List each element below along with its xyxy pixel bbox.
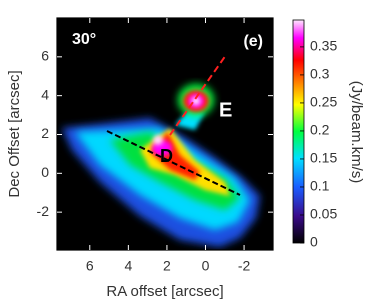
panel-label: (e) (243, 33, 263, 50)
x-tick-label: 0 (202, 258, 210, 274)
emission-map (62, 54, 260, 247)
x-tick-label: 2 (163, 258, 171, 274)
colorbar-tick-label: 0.15 (310, 150, 337, 166)
colorbar-tick-label: 0.2 (310, 122, 330, 138)
colorbar-tick-label: 0.35 (310, 38, 337, 54)
colorbar-label: (Jy/beam.km/s) (348, 81, 365, 184)
annotation: D (160, 146, 173, 166)
colorbar-tick-label: 0.25 (310, 94, 337, 110)
x-tick-label: 4 (124, 258, 132, 274)
angle-label: 30° (72, 31, 96, 48)
x-tick-label: 6 (86, 258, 94, 274)
y-axis-label: Dec Offset [arcsec] (6, 70, 23, 197)
x-axis-label: RA offset [arcsec] (106, 283, 223, 300)
y-tick-label: -2 (37, 203, 50, 219)
y-tick-label: 2 (41, 125, 49, 141)
y-tick-label: 4 (41, 86, 49, 102)
disk-axis (106, 130, 241, 196)
x-tick-label: -2 (238, 258, 251, 274)
y-tick-label: 6 (41, 48, 49, 64)
colorbar-tick-label: 0.3 (310, 66, 330, 82)
annotation: E (219, 99, 232, 121)
outflow-axis (169, 54, 227, 136)
colorbar (292, 19, 305, 244)
y-tick-label: 0 (41, 164, 49, 180)
colorbar-tick-label: 0.05 (310, 206, 337, 222)
colorbar-tick-label: 0.1 (310, 178, 330, 194)
colorbar-tick-label: 0 (310, 234, 318, 250)
